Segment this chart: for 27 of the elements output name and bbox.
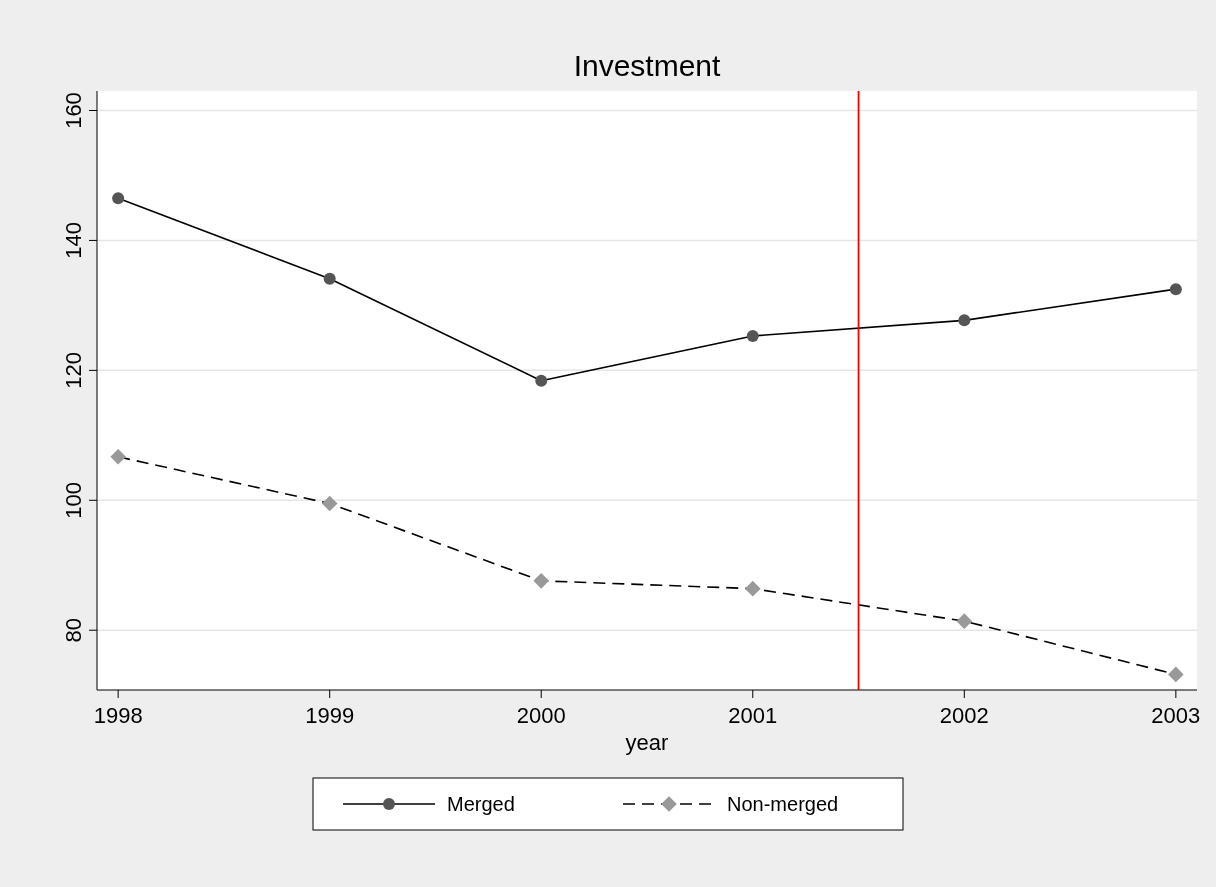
x-tick-label: 2000 <box>516 703 566 728</box>
point <box>533 573 550 589</box>
legend-label: Non-merged <box>727 793 839 815</box>
y-tick-label: 120 <box>61 352 86 389</box>
x-tick-label: 2003 <box>1151 703 1201 728</box>
point <box>321 495 338 512</box>
point <box>112 192 125 205</box>
point <box>1169 283 1182 296</box>
point <box>744 580 761 597</box>
point <box>746 329 759 342</box>
point <box>323 272 336 285</box>
y-tick-label: 140 <box>61 222 86 259</box>
x-tick-label: 1998 <box>93 703 143 728</box>
x-tick-label: 2002 <box>939 703 989 728</box>
y-tick-label: 80 <box>61 617 86 643</box>
point <box>956 613 973 629</box>
legend-label: Merged <box>447 793 515 815</box>
x-axis-title: year <box>625 730 669 755</box>
chart-title: Investment <box>573 49 722 82</box>
point <box>535 374 548 387</box>
x-tick-label: 2001 <box>728 703 778 728</box>
point <box>958 314 971 327</box>
x-tick-label: 1999 <box>305 703 355 728</box>
y-tick-label: 160 <box>61 92 86 129</box>
point <box>110 448 126 465</box>
point <box>1168 666 1184 683</box>
y-tick-label: 100 <box>61 481 86 519</box>
